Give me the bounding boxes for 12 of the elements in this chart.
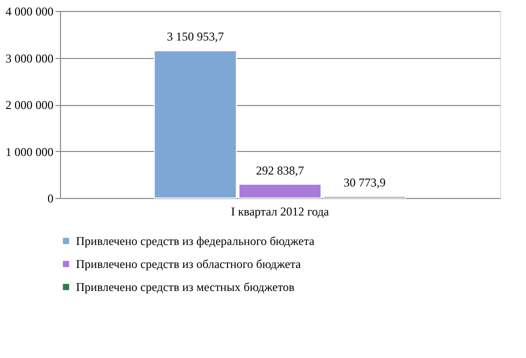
y-tick-label: 4 000 000 [6, 4, 54, 18]
y-tick-label: 3 000 000 [6, 51, 54, 66]
data-label: 30 773,9 [344, 176, 386, 190]
legend-label: Привлечено средств из местных бюджетов [76, 280, 295, 294]
data-label: 292 838,7 [256, 163, 304, 178]
legend-label: Привлечено средств из федерального бюджета [76, 234, 316, 248]
x-tick-label: I квартал 2012 года [230, 204, 330, 218]
y-tick-label: 2 000 000 [6, 98, 54, 112]
y-tick-label: 0 [48, 192, 54, 206]
y-tick-label: 1 000 000 [6, 144, 54, 159]
legend-label: Привлечено средств из областного бюджета [76, 257, 302, 271]
data-label: 3 150 953,7 [166, 30, 224, 44]
